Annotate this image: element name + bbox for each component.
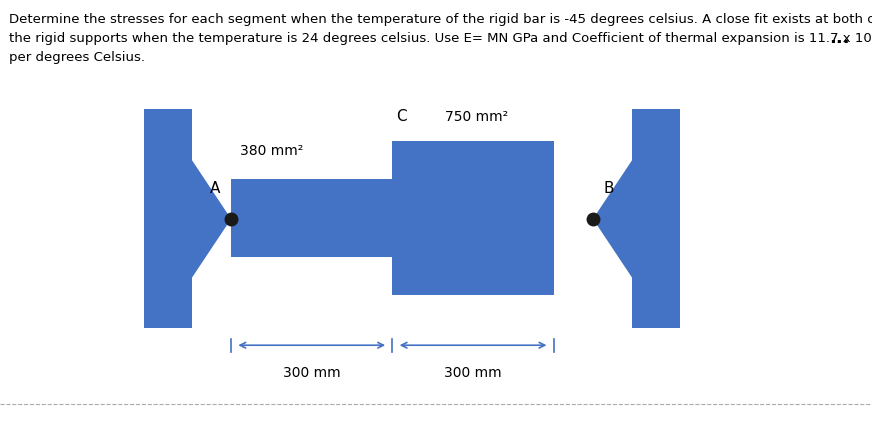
Text: C: C [396, 109, 406, 124]
Text: 300 mm: 300 mm [283, 366, 341, 380]
FancyBboxPatch shape [231, 179, 392, 257]
Text: 380 mm²: 380 mm² [240, 144, 303, 158]
Text: 750 mm²: 750 mm² [445, 110, 508, 124]
FancyBboxPatch shape [144, 109, 192, 328]
Text: Determine the stresses for each segment when the temperature of the rigid bar is: Determine the stresses for each segment … [9, 13, 872, 64]
Text: B: B [603, 181, 614, 196]
FancyBboxPatch shape [388, 179, 397, 257]
Polygon shape [192, 160, 231, 278]
Text: ...: ... [829, 29, 850, 48]
Text: 300 mm: 300 mm [444, 366, 502, 380]
Text: A: A [210, 181, 221, 196]
FancyBboxPatch shape [632, 109, 680, 328]
Polygon shape [593, 160, 632, 278]
FancyBboxPatch shape [392, 141, 554, 295]
